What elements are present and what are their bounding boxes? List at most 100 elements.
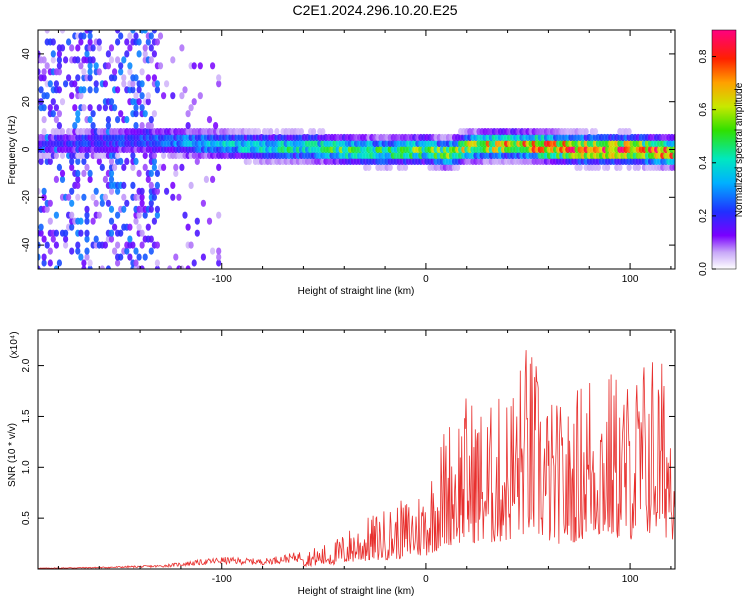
x-tick-label: 100 — [622, 574, 639, 585]
spectrogram-cell — [118, 32, 124, 40]
spectrogram-cell — [148, 122, 154, 130]
spectrogram-cell — [84, 229, 90, 237]
spectrogram-cell — [577, 163, 583, 171]
spectrogram-cell — [115, 38, 121, 46]
spectrogram-cell — [108, 235, 115, 243]
spectrogram-cell — [81, 157, 87, 165]
spectrogram-cell — [154, 211, 160, 219]
spectrogram-cell — [59, 128, 66, 136]
spectrogram-cell — [75, 193, 81, 201]
spectrogram-cell — [182, 86, 188, 94]
y-tick-label: 0 — [21, 146, 32, 152]
spectrogram-cell — [142, 44, 148, 52]
spectrogram-cell — [216, 247, 222, 255]
spectrogram-cell — [197, 92, 203, 100]
spectrogram-cell — [69, 211, 75, 219]
spectrogram-cell — [311, 128, 317, 136]
spectrogram-cell — [93, 199, 99, 207]
spectrogram-cell — [78, 38, 84, 46]
spectrogram-cell — [38, 265, 41, 269]
spectrogram-cell — [81, 259, 87, 267]
spectrogram-cell — [455, 163, 461, 171]
spectrogram-cell — [136, 50, 142, 58]
spectrogram-cell — [96, 157, 102, 165]
spectrogram-cell — [154, 86, 160, 94]
spectrogram-cell — [41, 128, 47, 136]
spectrogram-cell — [72, 122, 78, 130]
spectrogram-cell — [142, 50, 148, 58]
spectrogram-cell — [127, 223, 133, 231]
spectrogram-cell — [112, 68, 118, 76]
spectrogram-cell — [108, 157, 115, 165]
spectrogram-cell — [69, 92, 75, 100]
spectrogram-cell — [185, 122, 191, 130]
snr-ticks: -100 0 100 0.5 1.0 1.5 2.0 — [21, 330, 675, 585]
spectrogram-cell — [194, 157, 200, 165]
spectrogram-cell — [136, 86, 142, 94]
spectrogram-cell — [56, 68, 63, 76]
spectrogram-cell — [96, 104, 102, 112]
spectrogram-cell — [672, 133, 675, 142]
spectrogram-cell — [59, 169, 66, 177]
spectrogram-cell — [75, 247, 81, 255]
spectrogram-cell — [69, 247, 75, 255]
colorbar-tick-label: 0.6 — [698, 102, 709, 116]
spectrogram-cell — [66, 38, 72, 46]
spectrogram-cell — [173, 253, 179, 261]
spectrogram-cell — [197, 62, 203, 70]
spectrogram-cell — [75, 157, 81, 165]
spectrogram-cell — [170, 181, 176, 189]
spectrogram-cell — [81, 68, 87, 76]
spectrogram-cell — [78, 253, 84, 261]
spectrogram-cell — [617, 163, 623, 171]
spectrogram-cell — [75, 44, 81, 52]
spectrogram-cell — [87, 175, 93, 183]
spectrogram-cell — [216, 163, 222, 171]
spectrogram-cell — [75, 169, 81, 177]
spectrogram-cell — [53, 229, 60, 237]
spectrogram-cell — [164, 187, 170, 195]
colorbar-tick-label: 0.2 — [698, 209, 709, 223]
spectrogram-cell — [41, 235, 47, 243]
spectrogram-cell — [56, 122, 63, 130]
spectrogram-cell — [81, 169, 87, 177]
spectrogram-cell — [154, 241, 160, 249]
spectrogram-cell — [124, 157, 130, 165]
spectrogram-cell — [320, 128, 326, 136]
spectrogram-cell — [121, 74, 127, 82]
spectrogram-cell — [102, 104, 108, 112]
spectrogram-cell — [154, 80, 160, 88]
spectrogram-cell — [50, 98, 56, 106]
spectrogram-cell — [50, 235, 56, 243]
spectrogram-ylabel: Frequency (Hz) — [7, 116, 18, 185]
spectrogram-cell — [44, 241, 50, 249]
spectrogram-cell — [121, 205, 127, 213]
spectrogram-cell — [139, 241, 145, 249]
snr-frame — [37, 329, 676, 570]
spectrogram-cell — [53, 175, 60, 183]
spectrogram-cell — [298, 128, 304, 136]
spectrogram-cell — [139, 265, 145, 269]
spectrogram-cell — [105, 199, 111, 207]
spectrogram-cell — [93, 80, 99, 88]
spectrogram-cell — [87, 265, 93, 269]
spectrogram-cell — [206, 116, 213, 124]
spectrogram-cell — [118, 157, 124, 165]
y-tick-label: 20 — [21, 96, 32, 108]
spectrogram-cell — [139, 199, 145, 207]
spectrogram-cell — [154, 38, 160, 46]
spectrogram-cell — [176, 193, 182, 201]
spectrogram-cell — [75, 175, 81, 183]
spectrogram-cell — [142, 163, 148, 171]
spectrogram-cell — [592, 128, 599, 136]
spectrogram-cell — [188, 241, 194, 249]
spectrogram-cell — [124, 247, 130, 255]
spectrogram-cell — [63, 241, 69, 249]
spectrogram-cell — [216, 259, 222, 267]
spectrogram-cell — [87, 32, 93, 40]
spectrogram-cell — [145, 98, 151, 106]
spectrogram-cell — [44, 92, 50, 100]
spectrogram-cell — [102, 175, 108, 183]
spectrogram-cell — [203, 175, 209, 183]
